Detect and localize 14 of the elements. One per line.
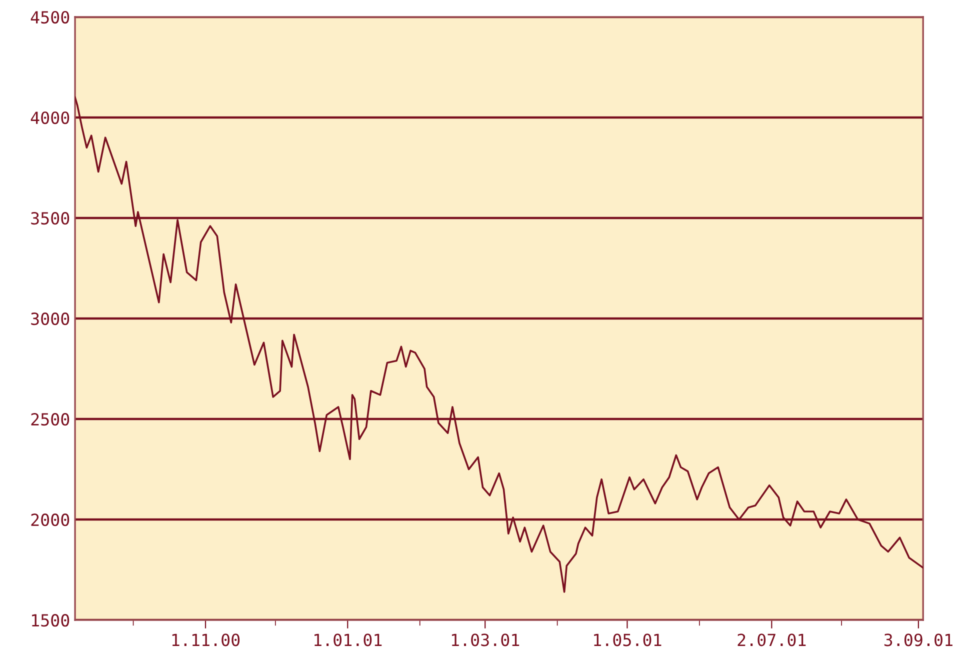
x-tick-label: 1.05.01 [594, 634, 662, 646]
line-series [75, 96, 924, 593]
y-tick-label: 4500 [30, 10, 70, 24]
y-tick-label: 1500 [32, 614, 70, 627]
y-tick-label: 3500 [31, 212, 70, 225]
x-tick-label: 2.07.01 [738, 634, 806, 646]
y-tick-label: 3000 [31, 312, 70, 326]
y-tick-label: 2000 [31, 514, 70, 526]
y-tick-label: 4000 [30, 112, 70, 124]
x-tick-label: 1.03.01 [452, 634, 520, 646]
y-tick-label: 2500 [31, 413, 70, 426]
x-tick-label: 1.11.00 [172, 634, 240, 646]
x-tick-label: 3.09.01 [884, 634, 952, 646]
x-tick-label: 1.01.01 [314, 634, 382, 646]
